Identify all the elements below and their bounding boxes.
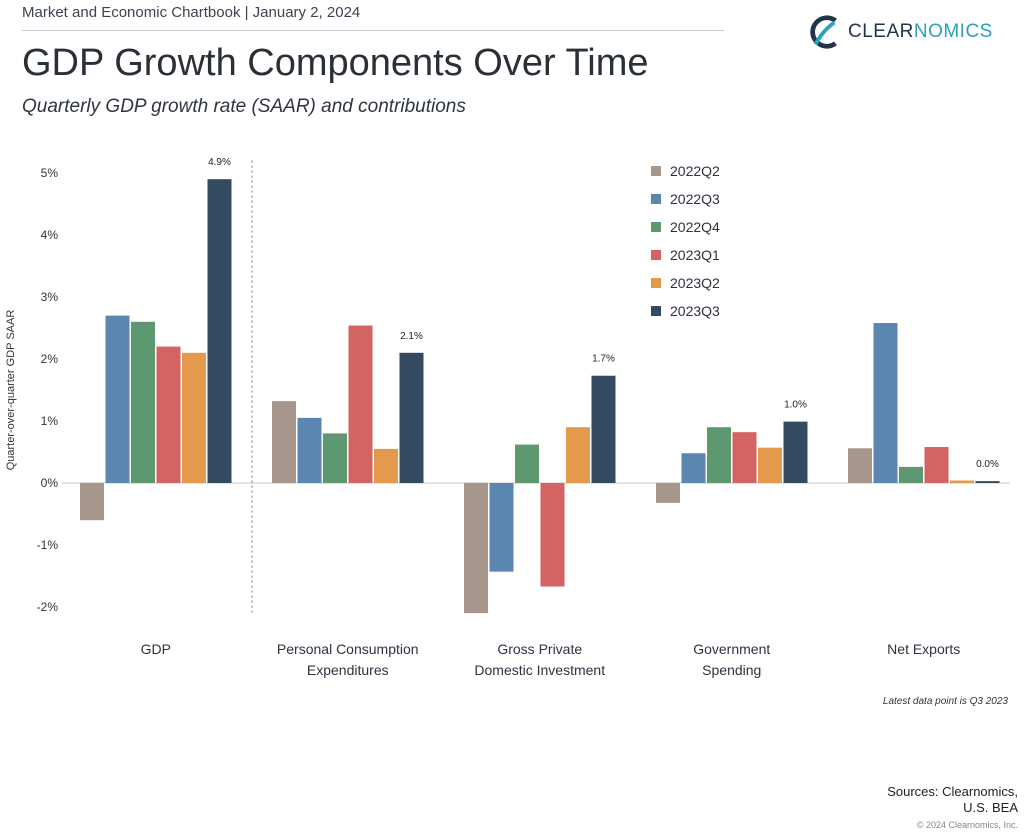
page-title: GDP Growth Components Over Time <box>22 42 649 84</box>
y-tick-label: -1% <box>37 538 59 552</box>
legend-label: 2022Q2 <box>670 163 720 179</box>
data-label: 1.7% <box>592 354 615 365</box>
bar-2023Q3-3 <box>783 421 808 483</box>
gdp-components-bar-chart: -2% -1% 0% 1% 2% 3% 4% 5% Quarter-over-quarter G… <box>5 157 1010 678</box>
y-axis-title: Quarter-over-quarter GDP SAAR <box>5 310 17 471</box>
clearnomics-logo-icon <box>810 15 837 49</box>
bar-2022Q3-3 <box>681 453 706 483</box>
data-label: 0.0% <box>976 459 999 470</box>
y-tick-label: 0% <box>41 476 59 490</box>
copyright: © 2024 Clearnomics, Inc. <box>916 820 1018 830</box>
latest-data-note: Latest data point is Q3 2023 <box>882 696 1008 707</box>
legend-swatch-2022Q2 <box>651 166 661 176</box>
bar-2022Q4-2 <box>515 444 539 483</box>
bar-2022Q3-2 <box>489 483 514 572</box>
legend-label: 2022Q4 <box>670 219 720 235</box>
y-tick-label: 4% <box>41 228 59 242</box>
sources: Sources: Clearnomics, U.S. BEA <box>818 784 1018 816</box>
brand-name: CLEARNOMICS <box>848 21 993 42</box>
data-label: 1.0% <box>784 400 807 411</box>
y-tick-label: 1% <box>41 414 59 428</box>
category-label: Domestic Investment <box>474 662 605 678</box>
legend-swatch-2022Q4 <box>651 222 661 232</box>
category-label: Gross Private <box>497 641 582 657</box>
bar-2023Q1-3 <box>732 432 757 483</box>
legend-swatch-2023Q3 <box>651 306 661 316</box>
category-label: GDP <box>141 641 171 657</box>
data-label: 4.9% <box>208 157 231 168</box>
sources-line-2: U.S. BEA <box>963 800 1018 815</box>
bar-2023Q3-2 <box>591 375 616 483</box>
bar-2023Q1-1 <box>348 325 373 483</box>
legend-label: 2023Q1 <box>670 247 720 263</box>
bar-2022Q3-4 <box>873 323 898 483</box>
legend-label: 2023Q3 <box>670 303 720 319</box>
data-label: 2.1% <box>400 331 423 342</box>
brand-logo: CLEARNOMICS <box>806 12 1006 52</box>
bar-2023Q1-0 <box>156 346 181 483</box>
chartbook-header: Market and Economic Chartbook | January … <box>22 4 361 21</box>
bar-2023Q2-4 <box>950 480 974 483</box>
bar-2022Q2-0 <box>80 483 104 521</box>
bar-2023Q1-4 <box>924 447 949 483</box>
legend-swatch-2023Q2 <box>651 278 661 288</box>
bar-2022Q2-2 <box>464 483 488 614</box>
bar-2022Q4-0 <box>131 321 155 483</box>
y-tick-label: 5% <box>41 166 59 180</box>
category-label: Personal Consumption <box>277 641 419 657</box>
category-label: Government <box>693 641 770 657</box>
category-label: Spending <box>702 662 761 678</box>
category-label: Expenditures <box>307 662 389 678</box>
legend-swatch-2022Q3 <box>651 194 661 204</box>
bar-2022Q4-1 <box>323 433 347 483</box>
sources-line-1: Sources: Clearnomics, <box>887 784 1018 799</box>
bar-2023Q3-0 <box>207 179 232 483</box>
page-subtitle: Quarterly GDP growth rate (SAAR) and con… <box>22 96 466 117</box>
bar-2022Q2-4 <box>848 448 872 483</box>
bar-2023Q2-3 <box>758 447 782 483</box>
y-tick-label: 3% <box>41 290 59 304</box>
legend-swatch-2023Q1 <box>651 250 661 260</box>
header-divider <box>22 30 724 31</box>
bar-2022Q3-0 <box>105 315 130 483</box>
bar-2022Q2-3 <box>656 483 680 503</box>
legend-label: 2023Q2 <box>670 275 720 291</box>
bar-2023Q3-4 <box>975 481 1000 483</box>
category-label: Net Exports <box>887 641 960 657</box>
y-tick-label: -2% <box>37 600 59 614</box>
legend-label: 2022Q3 <box>670 191 720 207</box>
bar-2022Q4-3 <box>707 427 731 483</box>
y-tick-label: 2% <box>41 352 59 366</box>
bar-2022Q2-1 <box>272 401 296 483</box>
bar-2023Q2-1 <box>374 448 398 483</box>
bar-2023Q3-1 <box>399 352 424 483</box>
bar-2023Q2-2 <box>566 427 590 483</box>
bar-2022Q3-1 <box>297 417 322 483</box>
bar-2023Q2-0 <box>182 352 206 483</box>
bar-2022Q4-4 <box>899 466 923 483</box>
bar-2023Q1-2 <box>540 483 565 587</box>
